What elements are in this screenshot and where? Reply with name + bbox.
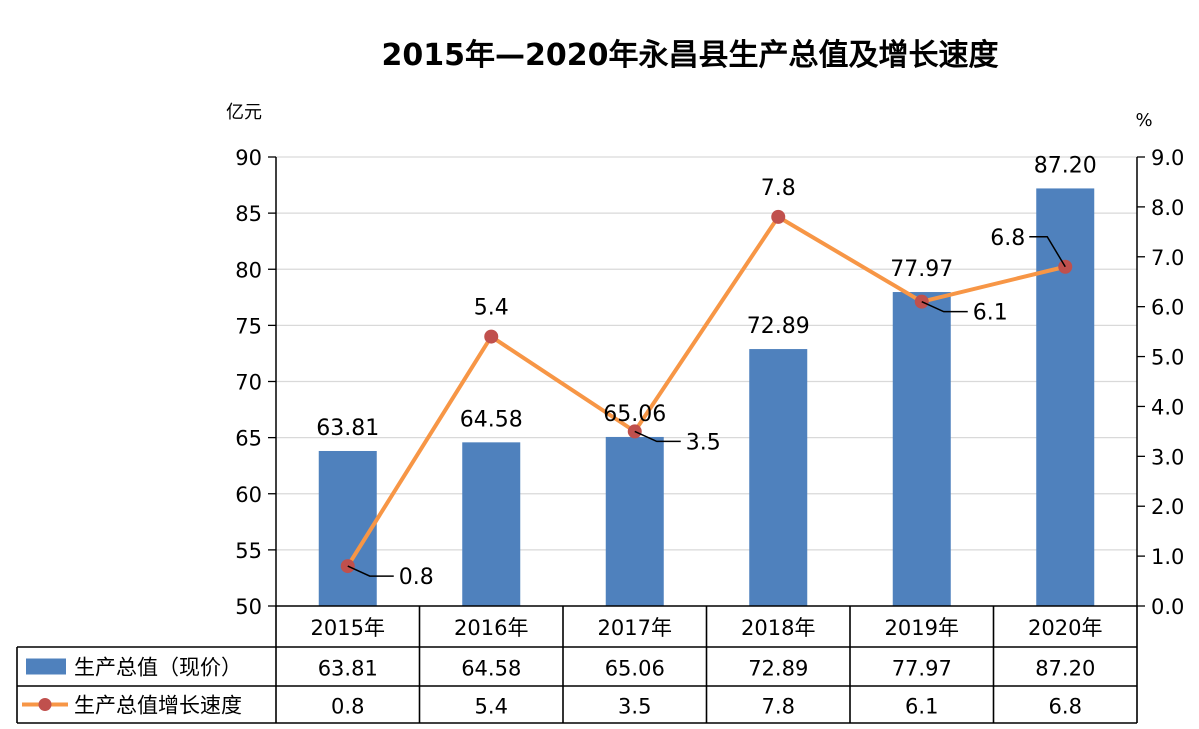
left-tick-label: 65 <box>235 427 262 451</box>
growth-line <box>346 214 1066 568</box>
category-label: 2018年 <box>741 616 815 640</box>
table-cell-growth: 6.8 <box>1049 695 1082 719</box>
bar-value-label: 65.06 <box>603 402 666 427</box>
bar <box>605 436 664 606</box>
line-value-label: 6.1 <box>973 301 1008 326</box>
line-value-label: 0.8 <box>399 565 434 590</box>
legend-bar-label: 生产总值（现价） <box>74 656 242 680</box>
right-tick-label: 7.0 <box>1151 246 1184 270</box>
bar-value-label: 64.58 <box>460 407 523 432</box>
left-tick-label: 55 <box>235 539 262 563</box>
right-tick-label: 5.0 <box>1151 346 1184 370</box>
bar <box>892 292 951 606</box>
right-tick-label: 0.0 <box>1151 595 1184 619</box>
table-cell-gdp: 65.06 <box>605 657 665 681</box>
gridlines <box>276 156 1137 551</box>
category-label: 2015年 <box>311 616 385 640</box>
growth-marker <box>484 329 499 344</box>
legend-line-label: 生产总值增长速度 <box>74 694 242 718</box>
category-label: 2020年 <box>1028 616 1102 640</box>
bar <box>1036 188 1095 606</box>
line-value-label: 6.8 <box>990 226 1025 251</box>
table-cell-growth: 7.8 <box>762 695 795 719</box>
category-label: 2019年 <box>885 616 959 640</box>
left-tick-label: 70 <box>235 371 262 395</box>
left-axis-unit: 亿元 <box>226 102 262 123</box>
bar-series <box>318 188 1095 606</box>
bar <box>318 450 377 606</box>
leader-line <box>634 430 681 443</box>
table-cell-gdp: 64.58 <box>461 657 521 681</box>
leader-line <box>921 300 968 313</box>
line-value-label: 7.8 <box>761 176 796 201</box>
table-cell-gdp: 63.81 <box>318 657 378 681</box>
bar-value-label: 77.97 <box>890 257 953 282</box>
bar-value-label: 63.81 <box>316 416 379 441</box>
category-label: 2017年 <box>598 616 672 640</box>
right-tick-label: 3.0 <box>1151 445 1184 469</box>
chart-title: 2015年—2020年永昌县生产总值及增长速度 <box>382 38 999 73</box>
table-cell-growth: 5.4 <box>475 695 508 719</box>
right-tick-label: 9.0 <box>1151 146 1184 170</box>
left-tick-label: 90 <box>235 146 262 170</box>
left-tick-label: 75 <box>235 314 262 338</box>
line-series <box>340 209 1073 574</box>
right-tick-label: 4.0 <box>1151 395 1184 419</box>
legend-bar-swatch <box>26 658 66 675</box>
right-tick-label: 8.0 <box>1151 196 1184 220</box>
table-cell-gdp: 77.97 <box>892 657 952 681</box>
category-label: 2016年 <box>454 616 528 640</box>
table-cell-growth: 3.5 <box>618 695 651 719</box>
bar-value-label: 72.89 <box>747 314 810 339</box>
right-tick-label: 6.0 <box>1151 296 1184 320</box>
data-labels: 63.81 64.58 65.06 72.89 77.97 87.20 0.8 5.4 3.5 7… <box>316 153 1096 590</box>
left-tick-label: 50 <box>235 595 262 619</box>
growth-marker <box>771 209 786 224</box>
legend-line-marker <box>38 698 52 711</box>
bar-value-label: 87.20 <box>1034 153 1097 178</box>
table-cell-gdp: 87.20 <box>1035 657 1095 681</box>
line-value-label: 3.5 <box>686 430 721 455</box>
line-value-label: 5.4 <box>474 296 509 321</box>
left-tick-label: 60 <box>235 483 262 507</box>
left-tick-label: 80 <box>235 258 262 282</box>
bar <box>462 442 521 606</box>
table-cell-growth: 6.1 <box>905 695 938 719</box>
leader-line <box>1029 236 1066 268</box>
left-tick-label: 85 <box>235 202 262 226</box>
leader-line <box>347 565 394 577</box>
table-cell-growth: 0.8 <box>331 695 364 719</box>
bar <box>749 349 808 606</box>
right-axis-unit: % <box>1135 110 1152 131</box>
right-tick-label: 1.0 <box>1151 545 1184 569</box>
axes: 50 55 60 65 70 75 80 85 90 0.0 1.0 2.0 3.0 4.0 5.0 6.0 7… <box>235 146 1184 619</box>
table-cell-gdp: 72.89 <box>748 657 808 681</box>
right-tick-label: 2.0 <box>1151 495 1184 519</box>
